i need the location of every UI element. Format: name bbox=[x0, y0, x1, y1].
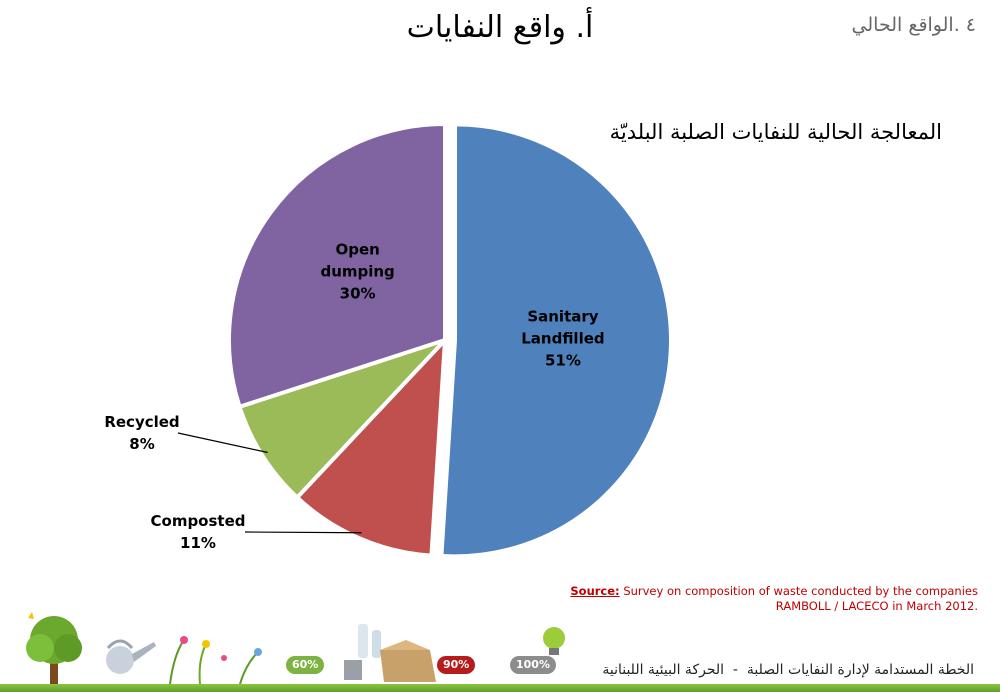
slice-label-sanitary-landfilled: Sanitary Landfilled 51% bbox=[521, 308, 604, 370]
leader-line-composted bbox=[244, 531, 362, 534]
pie-slice-sanitary-landfilled bbox=[439, 122, 673, 559]
footer-band bbox=[0, 684, 1000, 692]
lightbulb-icon bbox=[543, 627, 565, 655]
section-label: ٤ .الواقع الحالي bbox=[851, 14, 976, 36]
slice-label-recycled: Recycled 8% bbox=[104, 413, 179, 453]
pie-slice-composted bbox=[294, 334, 448, 558]
progress-tag-90: 90% bbox=[437, 656, 476, 674]
source-key: Source: bbox=[570, 584, 620, 598]
tree-icon bbox=[26, 612, 82, 684]
pie-slice-recycled bbox=[237, 338, 447, 501]
leader-lines bbox=[177, 432, 362, 534]
slice-label-open-dumping: Open dumping 30% bbox=[320, 241, 394, 303]
watering-can-icon bbox=[106, 639, 156, 674]
source-text: Survey on composition of waste conducted… bbox=[623, 584, 978, 613]
chart-title: المعالجة الحالية للنفايات الصلبة البلديّ… bbox=[609, 120, 942, 144]
plants-icon bbox=[169, 636, 262, 684]
progress-tag-60: 60% bbox=[286, 656, 325, 674]
leader-line-recycled bbox=[177, 432, 268, 454]
recycling-items-icon bbox=[344, 624, 436, 682]
footer-text: الخطة المستدامة لإدارة النفايات الصلبة -… bbox=[602, 662, 974, 678]
progress-tag-100: 100% bbox=[510, 656, 556, 674]
slice-label-composted: Composted 11% bbox=[151, 512, 246, 552]
source-note: Source: Survey on composition of waste c… bbox=[558, 584, 978, 614]
slice-labels: Sanitary Landfilled 51% Composted 11% Recycle… bbox=[104, 241, 604, 552]
pie-slice-open-dumping bbox=[227, 121, 447, 410]
pie-slices bbox=[227, 121, 673, 559]
slide-title: أ. واقع النفايات bbox=[406, 10, 594, 45]
